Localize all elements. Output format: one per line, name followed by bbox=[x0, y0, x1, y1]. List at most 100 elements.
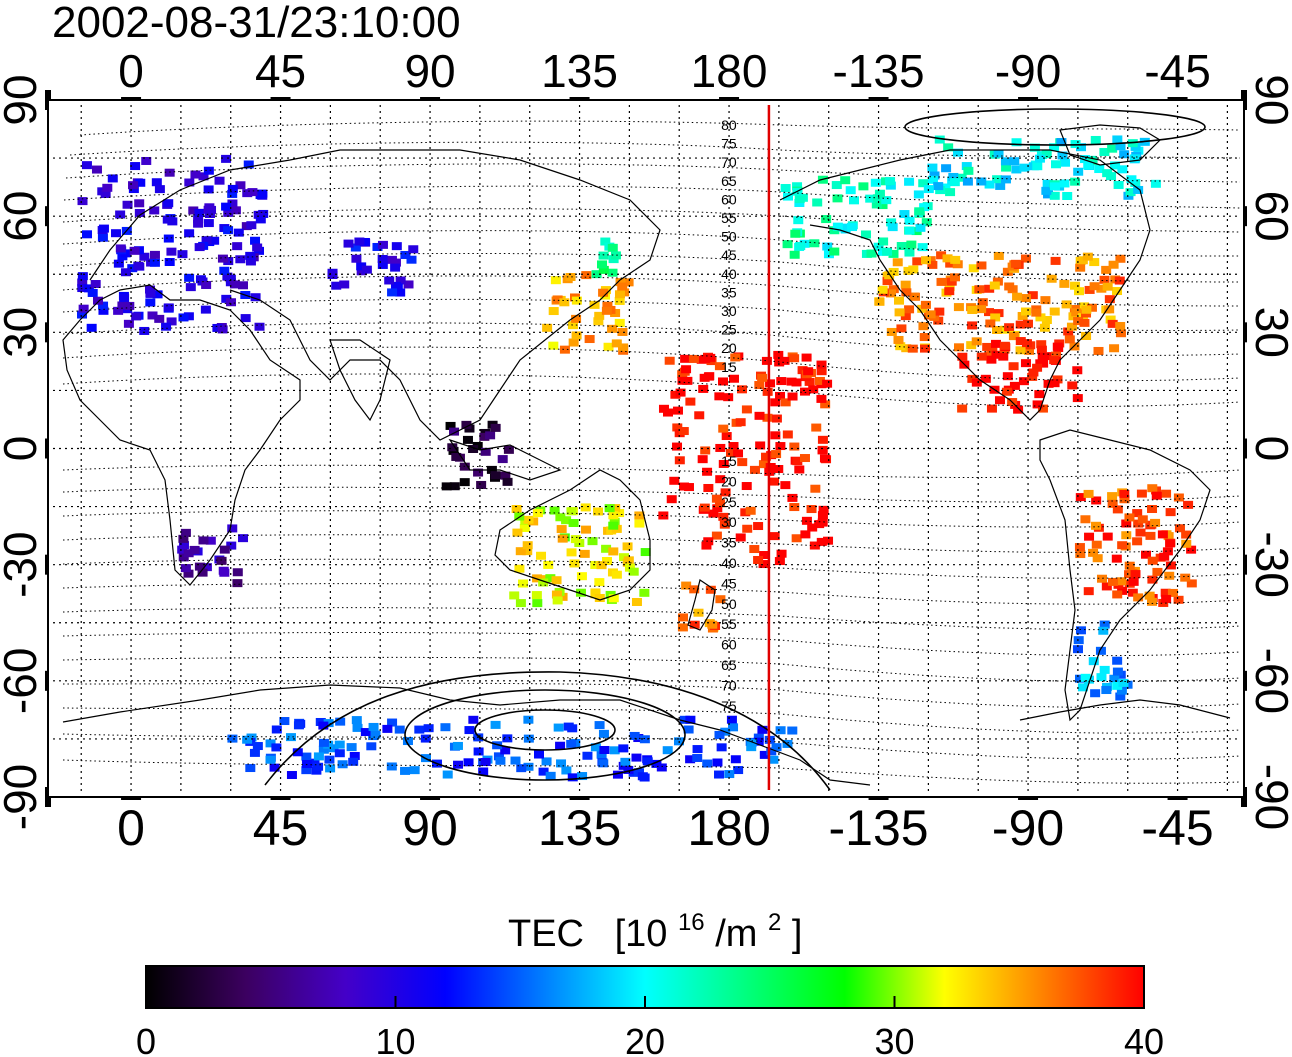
tec-cell bbox=[1150, 179, 1161, 188]
tec-cell bbox=[556, 525, 567, 534]
tec-cell bbox=[694, 411, 705, 420]
tec-cell bbox=[768, 755, 779, 764]
tec-cell bbox=[538, 767, 549, 776]
tec-cell bbox=[551, 590, 562, 599]
timestamp-title: 2002-08-31/23:10:00 bbox=[52, 0, 461, 47]
tec-cell bbox=[1099, 620, 1110, 629]
tec-cell bbox=[86, 323, 97, 332]
tec-cell bbox=[1075, 263, 1086, 272]
tec-cell bbox=[183, 569, 194, 578]
tec-cell bbox=[678, 427, 689, 436]
tec-cell bbox=[164, 168, 175, 177]
tec-cell bbox=[741, 482, 752, 491]
tec-cell bbox=[1181, 530, 1192, 539]
tec-cell bbox=[180, 564, 191, 573]
tec-cell bbox=[1060, 158, 1071, 167]
tec-cell bbox=[1117, 165, 1128, 174]
tec-cell bbox=[1034, 390, 1045, 399]
bottom-lon-tick-label: -90 bbox=[992, 800, 1064, 856]
contour-label-south: 20 bbox=[721, 473, 737, 489]
tec-cell bbox=[615, 278, 626, 287]
tec-cell bbox=[985, 319, 996, 328]
tec-cell bbox=[180, 528, 191, 537]
tec-cell bbox=[886, 327, 897, 336]
tec-cell bbox=[77, 284, 88, 293]
tec-cell bbox=[759, 750, 770, 759]
tec-cell bbox=[382, 724, 393, 733]
tec-cell bbox=[982, 342, 993, 351]
tec-cell bbox=[579, 549, 590, 558]
tec-cell bbox=[1069, 342, 1080, 351]
tec-cell bbox=[91, 165, 102, 174]
tec-cell bbox=[115, 244, 126, 253]
tec-cell bbox=[356, 262, 367, 271]
contour-label-north: 30 bbox=[721, 303, 737, 319]
tec-cell bbox=[189, 545, 200, 554]
tec-cell bbox=[950, 255, 961, 264]
tec-cell bbox=[672, 442, 683, 451]
tec-cell bbox=[1117, 541, 1128, 550]
tec-cell bbox=[151, 178, 162, 187]
tec-cell bbox=[565, 272, 576, 281]
tec-cell bbox=[1073, 636, 1084, 645]
tec-cell bbox=[377, 260, 388, 269]
tec-cell bbox=[740, 508, 751, 517]
tec-cell bbox=[611, 570, 622, 579]
tec-cell bbox=[814, 376, 825, 385]
tec-cell bbox=[386, 762, 397, 771]
tec-cell bbox=[550, 276, 561, 285]
tec-cell bbox=[1040, 296, 1051, 305]
tec-cell bbox=[1000, 175, 1011, 184]
colorbar-unit-mid: /m bbox=[715, 913, 757, 955]
tec-cell bbox=[178, 313, 189, 322]
tec-cell bbox=[1070, 281, 1081, 290]
tec-cell bbox=[609, 746, 620, 755]
tec-cell bbox=[990, 313, 1001, 322]
contour-label-south: 45 bbox=[721, 575, 737, 591]
tec-cell bbox=[900, 312, 911, 321]
tec-cell bbox=[566, 507, 577, 516]
tec-cell bbox=[877, 201, 888, 210]
tec-cell bbox=[728, 374, 739, 383]
tec-cell bbox=[468, 715, 479, 724]
tec-cell bbox=[774, 358, 785, 367]
right-lat-tick-label: 90 bbox=[1246, 74, 1292, 125]
tec-cell bbox=[331, 281, 342, 290]
tec-cell bbox=[423, 724, 434, 733]
tec-cell bbox=[658, 511, 669, 520]
tec-cell bbox=[782, 240, 793, 249]
top-lon-tick-label: 90 bbox=[404, 45, 455, 97]
tec-cell bbox=[1101, 686, 1112, 695]
tec-cell bbox=[590, 560, 601, 569]
tec-cell bbox=[858, 182, 869, 191]
tec-cell bbox=[971, 378, 982, 387]
tec-cell bbox=[823, 536, 834, 545]
tec-cell bbox=[119, 294, 130, 303]
tec-cell bbox=[967, 305, 978, 314]
tec-cell bbox=[779, 356, 790, 365]
tec-cell bbox=[502, 734, 513, 743]
tec-cell bbox=[873, 242, 884, 251]
tec-cell bbox=[1090, 135, 1101, 144]
tec-cell bbox=[1096, 574, 1107, 583]
tec-cell bbox=[552, 596, 563, 605]
tec-cell bbox=[372, 242, 383, 251]
tec-cell bbox=[723, 393, 734, 402]
tec-cell bbox=[1028, 368, 1039, 377]
tec-cell bbox=[794, 195, 805, 204]
tec-cell bbox=[800, 387, 811, 396]
tec-cell bbox=[944, 282, 955, 291]
tec-cell bbox=[681, 581, 692, 590]
tec-cell bbox=[622, 542, 633, 551]
tec-cell bbox=[1173, 595, 1184, 604]
tec-cell bbox=[737, 458, 748, 467]
tec-cell bbox=[1133, 593, 1144, 602]
tec-cell bbox=[549, 506, 560, 515]
tec-cell bbox=[409, 766, 420, 775]
tec-cell bbox=[1070, 177, 1081, 186]
tec-cell bbox=[1001, 163, 1012, 172]
tec-cell bbox=[801, 353, 812, 362]
tec-cell bbox=[252, 742, 263, 751]
tec-cell bbox=[576, 572, 587, 581]
tec-cell bbox=[1035, 359, 1046, 368]
